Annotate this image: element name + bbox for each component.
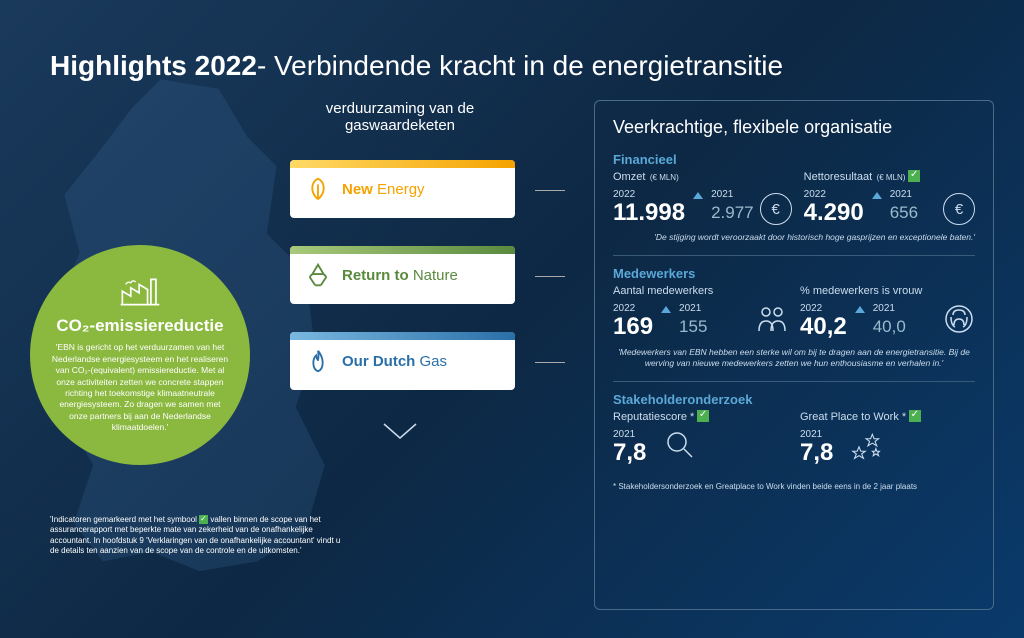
stars-icon <box>851 429 883 461</box>
pillar-new-energy: New Energy <box>290 160 515 218</box>
woman-icon <box>943 303 975 335</box>
check-icon <box>908 170 920 182</box>
check-icon <box>697 410 709 422</box>
people-icon <box>756 303 788 335</box>
recycle-icon <box>304 261 332 289</box>
euro-icon: € <box>943 193 975 225</box>
euro-icon: € <box>760 193 792 225</box>
note-financieel: 'De stijging wordt veroorzaakt door hist… <box>613 232 975 243</box>
up-icon <box>661 306 671 313</box>
section-medewerkers: Medewerkers <box>613 266 975 281</box>
flame-icon <box>304 347 332 375</box>
org-panel: Veerkrachtige, flexibele organisatie Fin… <box>594 100 994 610</box>
check-icon <box>909 410 921 422</box>
page-title: Highlights 2022- Verbindende kracht in d… <box>50 50 783 82</box>
circle-title: CO₂-emissiereductie <box>56 316 223 336</box>
up-icon <box>855 306 865 313</box>
connector-dash <box>535 276 565 277</box>
pillar-label: Our Dutch Gas <box>342 353 447 370</box>
factory-icon <box>119 276 161 308</box>
leaf-icon <box>304 175 332 203</box>
pillar-label: New Energy <box>342 181 425 198</box>
co2-circle: CO₂-emissiereductie 'EBN is gericht op h… <box>30 245 250 465</box>
connector-dash <box>535 190 565 191</box>
up-icon <box>872 192 882 199</box>
pillar-return-nature: Return to Nature <box>290 246 515 304</box>
subtitle-mid: verduurzaming van de gaswaardeketen <box>290 100 510 134</box>
footnote-left: 'Indicatoren gemarkeerd met het symbool … <box>50 515 350 557</box>
note-medewerkers: 'Medewerkers van EBN hebben een sterke w… <box>613 347 975 369</box>
section-stakeholder: Stakeholderonderzoek <box>613 392 975 407</box>
pillar-dutch-gas: Our Dutch Gas <box>290 332 515 390</box>
pillar-label: Return to Nature <box>342 267 458 284</box>
footnote-panel: * Stakeholdersonderzoek en Greatplace to… <box>613 482 975 491</box>
pillars: New Energy Return to Nature Our Dutch Ga… <box>290 160 515 418</box>
panel-title: Veerkrachtige, flexibele organisatie <box>613 117 975 138</box>
section-financieel: Financieel <box>613 152 975 167</box>
up-icon <box>693 192 703 199</box>
chevron-down-icon <box>380 420 420 444</box>
magnifier-icon <box>664 429 696 461</box>
circle-text: 'EBN is gericht op het verduurzamen van … <box>50 342 230 434</box>
connector-dash <box>535 362 565 363</box>
